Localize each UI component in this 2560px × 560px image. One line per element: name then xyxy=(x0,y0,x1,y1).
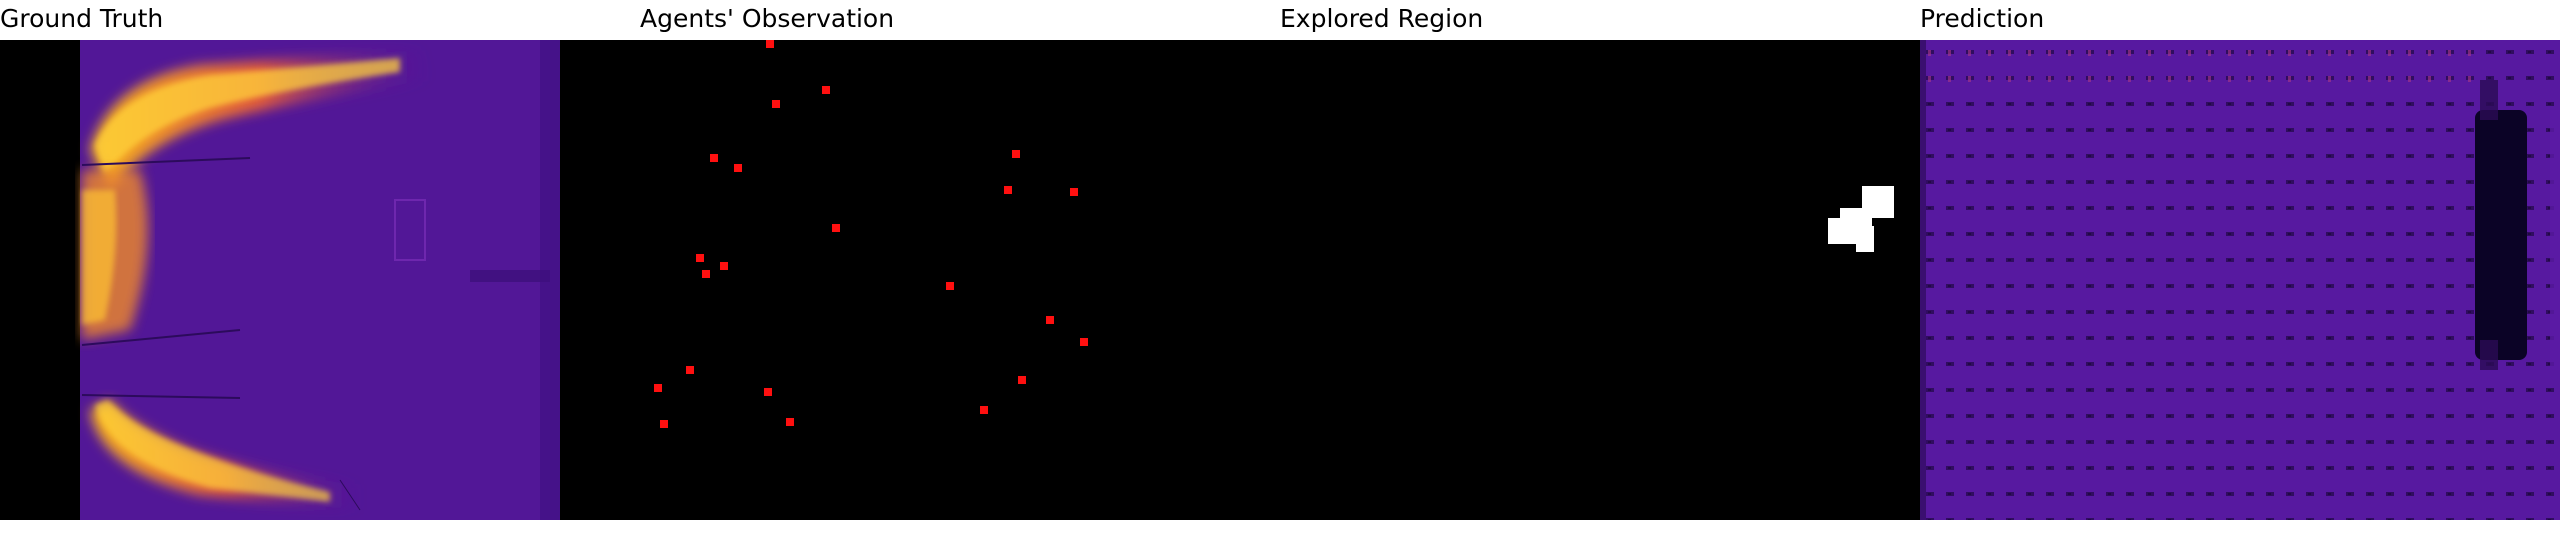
agent-marker xyxy=(772,100,780,108)
agent-marker xyxy=(1012,150,1020,158)
agent-marker xyxy=(764,388,772,396)
agent-marker xyxy=(1018,376,1026,384)
agent-marker xyxy=(686,366,694,374)
agent-marker xyxy=(710,154,718,162)
ground-truth-panel xyxy=(0,40,640,520)
agent-marker xyxy=(696,254,704,262)
agent-marker xyxy=(660,420,668,428)
explored-region-map xyxy=(1280,40,1920,520)
agent-marker xyxy=(822,86,830,94)
panel-title-agents-observation: Agents' Observation xyxy=(640,0,894,40)
prediction-heatmap xyxy=(1920,40,2560,520)
agent-marker xyxy=(1004,186,1012,194)
agent-marker xyxy=(766,40,774,48)
agents-observation-panel xyxy=(640,40,1280,520)
agent-marker xyxy=(654,384,662,392)
agent-marker xyxy=(1080,338,1088,346)
ground-truth-heatmap xyxy=(0,40,640,520)
panel-title-prediction: Prediction xyxy=(1920,0,2044,40)
prediction-panel xyxy=(1920,40,2560,520)
panel-title-ground-truth: Ground Truth xyxy=(0,0,163,40)
agent-marker xyxy=(1070,188,1078,196)
agent-marker xyxy=(786,418,794,426)
agent-marker xyxy=(702,270,710,278)
prediction-dark-region xyxy=(2475,110,2527,360)
agent-marker xyxy=(980,406,988,414)
agent-marker xyxy=(720,262,728,270)
explored-region-panel xyxy=(1280,40,1920,520)
agent-marker xyxy=(734,164,742,172)
explored-area xyxy=(1828,186,1894,252)
agent-marker xyxy=(1046,316,1054,324)
observation-map xyxy=(640,40,1280,520)
agent-marker xyxy=(946,282,954,290)
panel-title-explored-region: Explored Region xyxy=(1280,0,1483,40)
agent-marker xyxy=(832,224,840,232)
